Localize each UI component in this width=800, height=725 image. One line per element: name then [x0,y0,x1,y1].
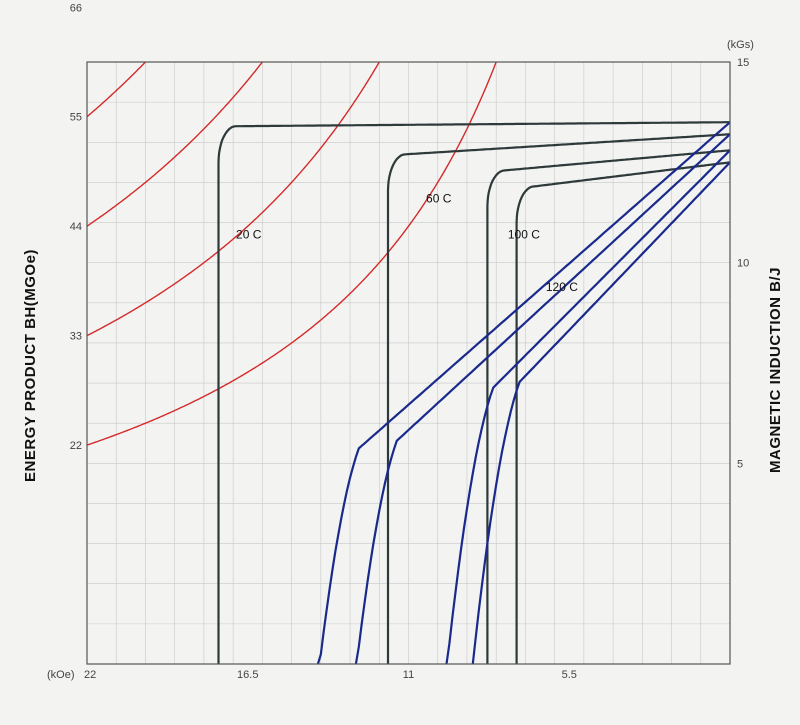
right-tick-label: 15 [737,57,749,69]
intrinsic-demag-curve [217,121,730,664]
energy-product-curve [87,62,147,118]
left-tick-label: 44 [70,221,82,233]
temperature-label: 20 C [236,228,262,242]
left-tick-label: 55 [70,112,82,124]
energy-product-curve [87,62,497,446]
x-tick-label: 11 [403,669,414,681]
right-unit-label: (kGs) [727,39,754,51]
x-tick-labels: 22 16.5 11 5.5 [84,669,577,681]
intrinsic-demag-curve [386,133,731,664]
normal-demag-curve [471,161,731,665]
x-unit-label: (kOe) [47,669,75,681]
right-tick-label: 5 [737,458,743,470]
intrinsic-demag-curve [486,149,731,664]
x-tick-label: 22 [84,669,96,681]
chart-grid [87,62,730,664]
intrinsic-demag-curve [515,161,731,664]
plot-frame [86,61,731,665]
energy-product-curve [87,62,381,337]
x-tick-label: 16.5 [237,669,258,681]
normal-demag-curve [316,121,731,665]
normal-demag-curve [354,133,731,665]
temperature-label: 120 C [546,280,578,294]
chart-curves [87,62,731,665]
normal-demag-curve [445,149,731,665]
left-tick-label: 22 [70,440,82,452]
energy-product-curve [87,62,264,227]
temperature-label: 100 C [508,228,540,242]
temperature-label: 60 C [426,191,452,205]
right-tick-labels: 15 10 5 [737,57,749,470]
left-tick-labels: 1109988776655443322 [70,2,82,452]
x-tick-label: 5.5 [562,669,577,681]
right-tick-label: 10 [737,258,749,270]
left-axis-title: ENERGY PRODUCT BH(MGOe) [22,249,39,482]
left-tick-label: 33 [70,331,82,343]
right-axis-title: MAGNETIC INDUCTION B/J [767,267,784,473]
left-tick-label: 66 [70,2,82,14]
curve-labels: 20 C 60 C 100 C 120 C [236,191,578,293]
